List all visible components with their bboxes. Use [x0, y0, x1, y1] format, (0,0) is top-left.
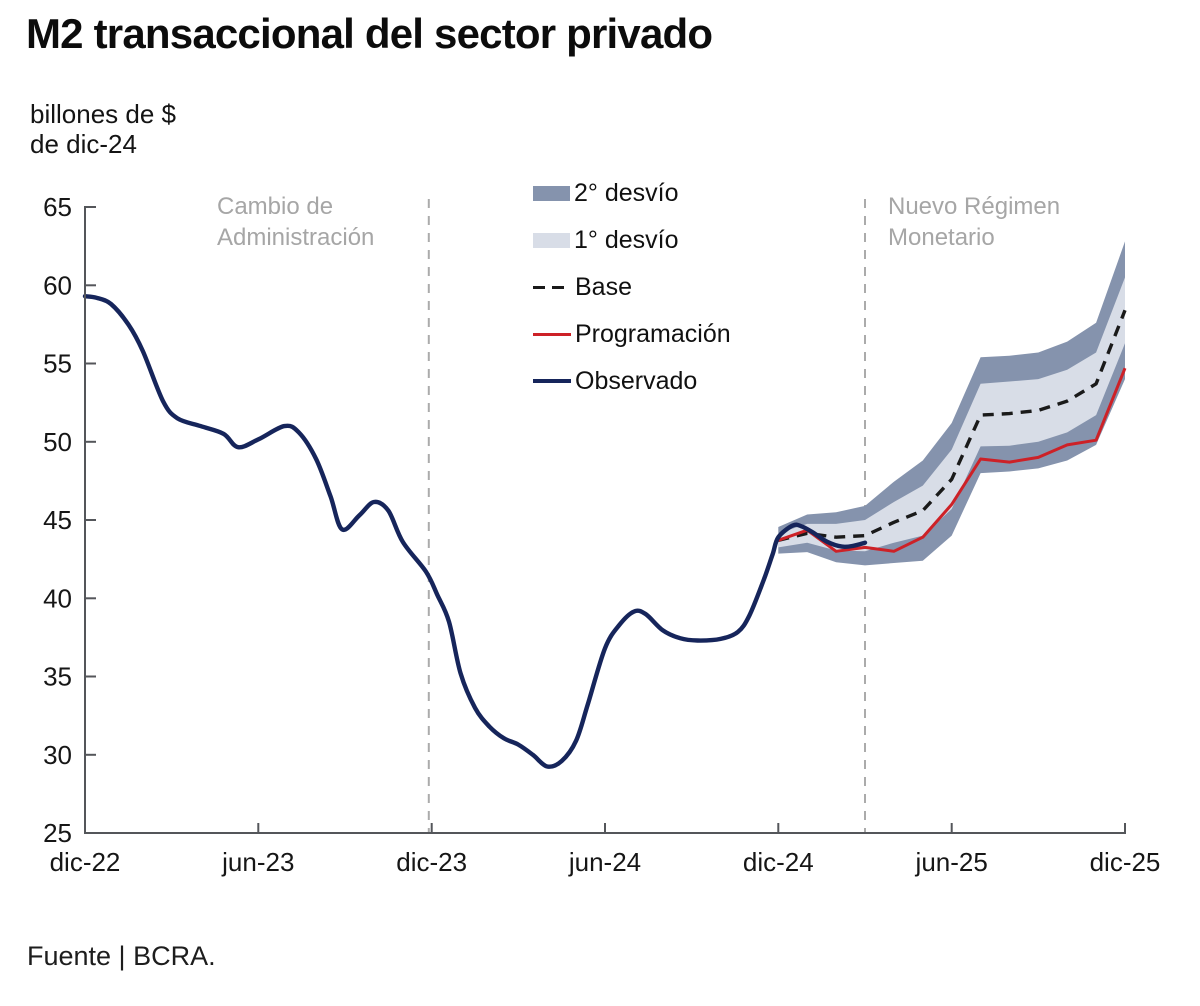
- x-tick-label: dic-23: [396, 847, 467, 877]
- band-1-desvio: [778, 277, 1125, 552]
- x-tick-label: jun-25: [915, 847, 988, 877]
- y-tick-label: 60: [43, 270, 72, 300]
- dashed-line-marker-icon: [533, 285, 571, 289]
- y-tick-label: 30: [43, 740, 72, 770]
- annotation-cambio-de-administracion: Cambio de Administración: [217, 193, 375, 251]
- x-tick-label: dic-24: [743, 847, 814, 877]
- page-title: M2 transaccional del sector privado: [26, 10, 713, 57]
- y-tick-label: 55: [43, 349, 72, 379]
- legend-label: 1° desvío: [574, 225, 679, 254]
- x-tick-label: dic-22: [50, 847, 121, 877]
- legend-label: Observado: [575, 366, 698, 395]
- base-line: [777, 309, 1127, 542]
- legend: 2° desvío 1° desvío Base Programación Ob…: [533, 178, 731, 416]
- y-tick-label: 45: [43, 505, 72, 535]
- band-1-desvio-swatch-icon: [533, 232, 570, 248]
- observed-line: [82, 294, 868, 769]
- x-tick-label: jun-24: [568, 847, 641, 877]
- legend-item-programacion: Programación: [533, 319, 731, 348]
- legend-item-2-desvio: 2° desvío: [533, 178, 731, 207]
- y-tick-label: 40: [43, 583, 72, 613]
- annotation-nuevo-regimen-monetario: Nuevo Régimen Monetario: [888, 193, 1061, 251]
- legend-label: Programación: [575, 319, 731, 348]
- legend-item-base: Base: [533, 272, 731, 301]
- red-line-marker-icon: [533, 332, 571, 336]
- legend-item-1-desvio: 1° desvío: [533, 225, 731, 254]
- source-note: Fuente | BCRA.: [27, 941, 216, 971]
- programacion-line: [777, 367, 1127, 553]
- y-tick-label: 25: [43, 818, 72, 848]
- navy-line-marker-icon: [533, 379, 571, 383]
- legend-label: Base: [575, 272, 632, 301]
- legend-item-observado: Observado: [533, 366, 731, 395]
- y-tick-label: 50: [43, 427, 72, 457]
- x-tick-label: dic-25: [1090, 847, 1161, 877]
- x-tick-label: jun-23: [221, 847, 294, 877]
- y-axis-unit-label: billones de $ de dic-24: [30, 99, 176, 159]
- y-tick-label: 35: [43, 662, 72, 692]
- y-tick-label: 65: [43, 192, 72, 222]
- legend-label: 2° desvío: [574, 178, 679, 207]
- band-2-desvio-swatch-icon: [533, 185, 570, 201]
